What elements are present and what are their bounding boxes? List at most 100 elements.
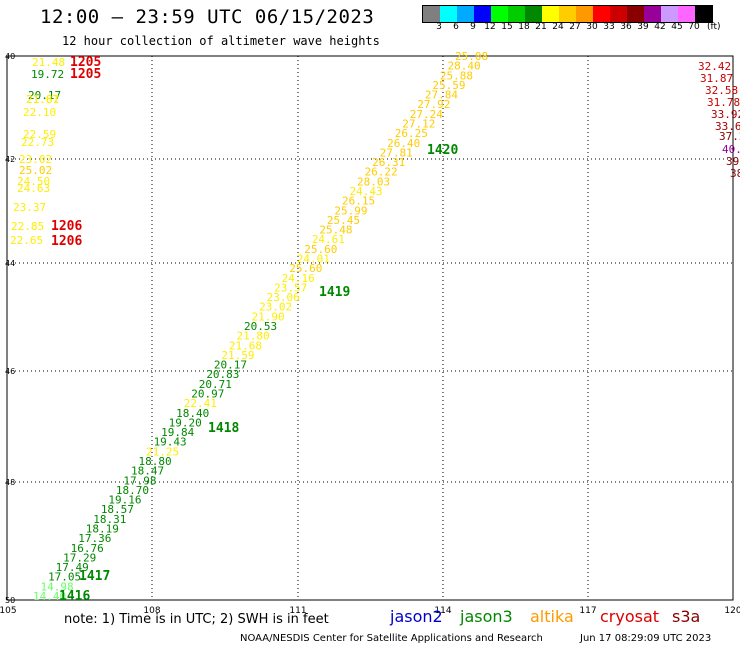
swh-value: 27.24: [410, 108, 443, 121]
swh-value: 33.6: [715, 120, 740, 133]
legend-swatch: [423, 6, 440, 22]
satellite-label-jason3: jason3: [460, 607, 513, 626]
swh-value: 21.48: [32, 56, 65, 69]
legend-swatch: [576, 6, 593, 22]
legend-swatch: [695, 6, 712, 22]
legend-label: 45: [671, 22, 683, 32]
swh-value: 16.76: [71, 542, 104, 555]
swh-value: 21.61: [26, 93, 59, 106]
legend-swatch: [644, 6, 661, 22]
legend-label: 12: [484, 22, 496, 32]
swh-value: 19.84: [161, 426, 194, 439]
swh-value: 20.17: [214, 359, 247, 372]
swh-value: 17.29: [63, 551, 96, 564]
pass-time-label: 1416: [59, 589, 90, 604]
swh-value: 26.25: [395, 127, 428, 140]
swh-value: 26.22: [365, 166, 398, 179]
swh-value: 39: [726, 155, 739, 168]
pass-time-label: 1418: [208, 421, 239, 436]
swh-value: 24.63: [17, 182, 50, 195]
swh-value: 19.43: [154, 436, 187, 449]
swh-value: 14.98: [41, 580, 74, 593]
swh-value: 32.58: [705, 84, 738, 97]
swh-value: 31.87: [700, 72, 733, 85]
lon-tick-label: 108: [143, 606, 160, 616]
swh-value: 20.53: [244, 320, 277, 333]
legend-swatch: [542, 6, 559, 22]
pass-time-label: 1420: [427, 143, 458, 158]
swh-value: 26.15: [342, 195, 375, 208]
legend-label: 15: [501, 22, 513, 32]
pass-time-label: 1417: [79, 569, 110, 584]
legend-label: 18: [518, 22, 530, 32]
pass-time-label: 1206: [51, 219, 82, 234]
footer-note: note: 1) Time is in UTC; 2) SWH is in fe…: [64, 612, 329, 627]
legend-label: 70: [688, 22, 700, 32]
swh-value: 23.37: [13, 201, 46, 214]
legend-swatch: [610, 6, 627, 22]
page-subtitle: 12 hour collection of altimeter wave hei…: [62, 34, 380, 48]
legend-swatch: [440, 6, 457, 22]
swh-value: 22.10: [23, 106, 56, 119]
swh-value: 25.48: [319, 224, 352, 237]
legend-label: 9: [470, 22, 476, 32]
satellite-label-altika: altika: [530, 607, 574, 626]
swh-value: 18.19: [86, 523, 119, 536]
swh-value: 23.06: [267, 291, 300, 304]
legend-swatch: [661, 6, 678, 22]
legend-swatch: [474, 6, 491, 22]
swh-value: 25.59: [432, 79, 465, 92]
swh-value: 23.57: [274, 281, 307, 294]
swh-value: 25.45: [327, 214, 360, 227]
swh-value: 38: [730, 167, 740, 180]
pass-time-label: 1419: [319, 285, 350, 300]
swh-value: 22.65: [10, 234, 43, 247]
swh-value: 25.02: [19, 164, 52, 177]
swh-value: 18.47: [131, 465, 164, 478]
swh-value: 37.2: [719, 130, 740, 143]
swh-value: 21.90: [252, 310, 285, 323]
swh-value: 23.02: [19, 153, 52, 166]
swh-value: 20.97: [191, 388, 224, 401]
timestamp-text: Jun 17 08:29:09 UTC 2023: [580, 633, 712, 644]
swh-value: 21.25: [146, 445, 179, 458]
legend-swatch: [678, 6, 695, 22]
swh-value: 27.81: [380, 146, 413, 159]
pass-time-label: 1206: [51, 234, 82, 249]
lat-tick-label: 44: [5, 259, 15, 268]
swh-value: 20.71: [199, 378, 232, 391]
swh-value: 21.59: [221, 349, 254, 362]
swh-value: 17.05: [48, 571, 81, 584]
legend-swatch: [508, 6, 525, 22]
swh-value: 17.36: [78, 532, 111, 545]
legend-label: 30: [586, 22, 598, 32]
swh-value: 24.61: [312, 233, 345, 246]
swh-value: 32.42: [698, 60, 731, 73]
pass-time-label: 1205: [70, 67, 101, 82]
legend-swatch: [457, 6, 474, 22]
swh-value: 25.60: [304, 243, 337, 256]
swh-value: 18.31: [93, 513, 126, 526]
swh-value: 24.01: [297, 253, 330, 266]
swh-value: 31.78: [707, 96, 740, 109]
pass-time-label: 1205: [70, 55, 101, 70]
swh-value: 28.03: [357, 175, 390, 188]
lon-tick-label: 114: [434, 606, 451, 616]
satellite-label-cryosat: cryosat: [600, 607, 660, 626]
color-legend: [422, 5, 713, 23]
swh-value: 21.68: [229, 339, 262, 352]
legend-label: 3: [436, 22, 442, 32]
legend-swatch: [559, 6, 576, 22]
swh-value: 22.59: [23, 128, 56, 141]
swh-value: 14.40: [33, 590, 66, 603]
legend-label: 42: [654, 22, 666, 32]
lon-tick-label: 105: [0, 606, 17, 616]
swh-value: 27.12: [402, 118, 435, 131]
swh-value: 19.20: [169, 416, 202, 429]
lat-tick-label: 42: [5, 155, 15, 164]
swh-value: 18.80: [139, 455, 172, 468]
swh-value: 28.40: [447, 60, 480, 73]
legend-label: 27: [569, 22, 581, 32]
swh-value: 26.31: [372, 156, 405, 169]
